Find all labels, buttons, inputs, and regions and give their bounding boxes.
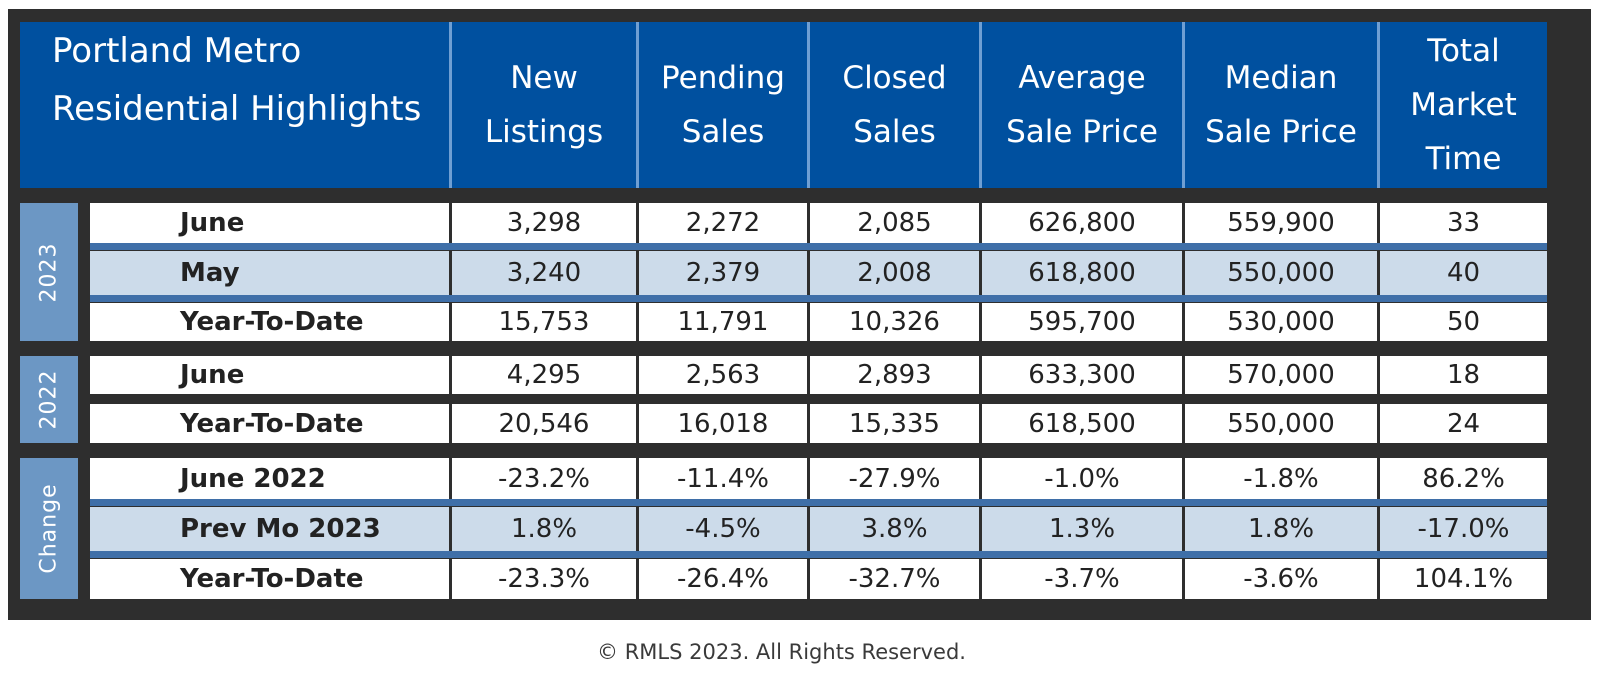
table-cell: 24	[1380, 404, 1547, 443]
table-cell: -1.0%	[982, 458, 1182, 499]
row-label: June 2022	[90, 458, 449, 499]
table-cell: 33	[1380, 203, 1547, 243]
table-cell: 1.8%	[452, 507, 636, 551]
column-header-total-market-time: Total Market Time	[1380, 22, 1547, 188]
table-cell: 2,085	[810, 203, 979, 243]
table-cell: -1.8%	[1185, 458, 1377, 499]
table-cell: 15,335	[810, 404, 979, 443]
table-cell: 1.3%	[982, 507, 1182, 551]
column-header-line: Listings	[484, 114, 604, 150]
table-cell: 16,018	[639, 404, 807, 443]
column-header-line: Closed	[842, 60, 947, 96]
column-header-line: Sales	[853, 114, 936, 150]
column-header-line: Sales	[681, 114, 765, 150]
table-cell: 104.1%	[1380, 559, 1547, 599]
table-cell: 11,791	[639, 303, 807, 341]
copyright-footer: © RMLS 2023. All Rights Reserved.	[597, 640, 966, 664]
column-header-new-listings: New Listings	[452, 22, 636, 188]
table-cell: -4.5%	[639, 507, 807, 551]
column-header-line: New	[510, 60, 578, 96]
column-header-line: Pending	[661, 60, 785, 96]
row-label: June	[90, 203, 449, 243]
table-cell: 550,000	[1185, 404, 1377, 443]
table-title: Portland Metro Residential Highlights	[20, 22, 449, 188]
group-label-2023: 2023	[20, 203, 78, 341]
table-cell: 86.2%	[1380, 458, 1547, 499]
column-header-line: Sale Price	[1205, 114, 1357, 150]
table-cell: 2,008	[810, 251, 979, 295]
table-cell: 3,240	[452, 251, 636, 295]
row-separator-bar	[90, 499, 1547, 506]
table-cell: -17.0%	[1380, 507, 1547, 551]
row-label: Year-To-Date	[90, 303, 449, 341]
column-header-line: Total	[1427, 33, 1500, 69]
table-cell: 2,893	[810, 356, 979, 394]
row-label: June	[90, 356, 449, 394]
table-cell: 40	[1380, 251, 1547, 295]
table-cell: 570,000	[1185, 356, 1377, 394]
table-cell: 3,298	[452, 203, 636, 243]
row-label: May	[90, 251, 449, 295]
table-cell: 618,500	[982, 404, 1182, 443]
table-cell: 3.8%	[810, 507, 979, 551]
row-separator-bar	[90, 551, 1547, 558]
row-label: Year-To-Date	[90, 404, 449, 443]
header-divider	[449, 22, 452, 188]
header-divider	[1377, 22, 1380, 188]
column-header-line: Average	[1018, 60, 1146, 96]
table-title-line2: Residential Highlights	[52, 89, 422, 129]
table-cell: -3.7%	[982, 559, 1182, 599]
row-label: Prev Mo 2023	[90, 507, 449, 551]
group-label-2022: 2022	[20, 356, 78, 443]
table-cell: 530,000	[1185, 303, 1377, 341]
table-cell: 20,546	[452, 404, 636, 443]
table-cell: 2,563	[639, 356, 807, 394]
table-cell: 595,700	[982, 303, 1182, 341]
table-cell: 618,800	[982, 251, 1182, 295]
table-cell: 18	[1380, 356, 1547, 394]
row-separator-bar	[90, 295, 1547, 302]
table-cell: 2,379	[639, 251, 807, 295]
table-cell: -32.7%	[810, 559, 979, 599]
column-header-line: Sale Price	[1006, 114, 1158, 150]
table-cell: 550,000	[1185, 251, 1377, 295]
column-header-pending-sales: Pending Sales	[639, 22, 807, 188]
table-cell: 626,800	[982, 203, 1182, 243]
table-cell: -23.3%	[452, 559, 636, 599]
header-divider	[1182, 22, 1185, 188]
table-cell: -26.4%	[639, 559, 807, 599]
column-header-line: Market	[1410, 87, 1517, 123]
column-header-line: Median	[1224, 60, 1338, 96]
header-divider	[979, 22, 982, 188]
table-cell: 1.8%	[1185, 507, 1377, 551]
table-title-line1: Portland Metro	[52, 31, 302, 71]
column-header-average-sale-price: Average Sale Price	[982, 22, 1182, 188]
table-cell: 10,326	[810, 303, 979, 341]
column-header-closed-sales: Closed Sales	[810, 22, 979, 188]
group-label-change: Change	[20, 458, 78, 599]
table-cell: -3.6%	[1185, 559, 1377, 599]
table-cell: -27.9%	[810, 458, 979, 499]
row-label: Year-To-Date	[90, 559, 449, 599]
table-cell: 2,272	[639, 203, 807, 243]
table-cell: -11.4%	[639, 458, 807, 499]
table-cell: 4,295	[452, 356, 636, 394]
header-divider	[636, 22, 639, 188]
column-header-line: Time	[1425, 141, 1502, 177]
table-cell: -23.2%	[452, 458, 636, 499]
table-cell: 15,753	[452, 303, 636, 341]
column-header-median-sale-price: Median Sale Price	[1185, 22, 1377, 188]
table-cell: 633,300	[982, 356, 1182, 394]
table-cell: 50	[1380, 303, 1547, 341]
table-cell: 559,900	[1185, 203, 1377, 243]
row-separator-bar	[90, 243, 1547, 250]
header-divider	[807, 22, 810, 188]
